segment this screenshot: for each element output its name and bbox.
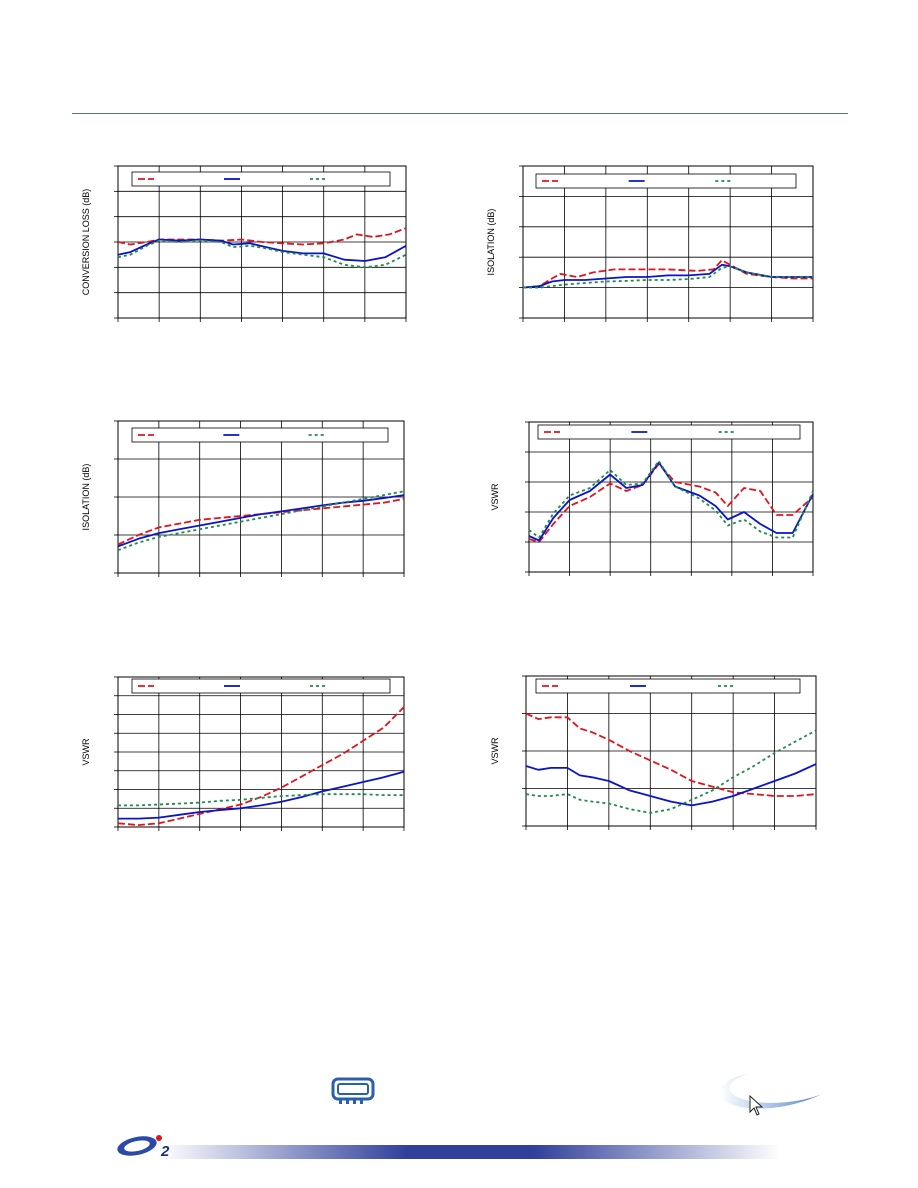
chip-logo-icon xyxy=(331,1077,375,1104)
c1-ylabel: CONVERSION LOSS (dB) xyxy=(81,189,91,296)
c3-series-blue xyxy=(117,494,405,548)
c1-chart: CONVERSION LOSS (dB) xyxy=(81,165,407,322)
c5-series-blue xyxy=(118,770,405,820)
svg-text:2: 2 xyxy=(160,1143,170,1158)
c1-legend xyxy=(131,171,391,187)
c6-ylabel: VSWR xyxy=(490,737,500,765)
c5-legend xyxy=(131,678,391,694)
c4-chart: VSWR xyxy=(490,421,814,576)
c5-chart: VSWR xyxy=(81,676,405,831)
c2-legend xyxy=(535,173,797,189)
swoosh-cursor-icon xyxy=(719,1074,822,1116)
c4-series-blue xyxy=(528,461,814,542)
c4-series-red xyxy=(528,463,814,543)
c3-chart: ISOLATION (dB) xyxy=(81,420,405,577)
c3-series-red xyxy=(117,498,405,546)
header-rule xyxy=(72,113,848,114)
footer-gradient-band xyxy=(160,1145,780,1159)
company-logo-icon: 2 xyxy=(117,1135,170,1158)
c5-ylabel: VSWR xyxy=(81,738,91,766)
c1-series-green xyxy=(117,239,407,269)
c4-series-green xyxy=(528,460,814,539)
c1-series-blue xyxy=(117,238,407,262)
c6-legend xyxy=(535,678,801,694)
c3-legend xyxy=(131,427,389,443)
c4-plot-frame xyxy=(528,421,814,573)
c2-series-green xyxy=(523,265,813,289)
c4-ylabel: VSWR xyxy=(490,483,500,511)
c6-chart: VSWR xyxy=(490,675,817,830)
c3-series-green xyxy=(117,490,405,552)
c6-series-green xyxy=(525,729,817,814)
c2-chart: ISOLATION (dB) xyxy=(486,165,814,322)
c6-series-blue xyxy=(525,763,817,807)
c4-legend xyxy=(537,424,801,440)
c5-series-red xyxy=(117,706,405,826)
c1-series-red xyxy=(117,227,407,246)
c6-series-red xyxy=(525,712,817,797)
c3-ylabel: ISOLATION (dB) xyxy=(81,464,91,531)
c2-plot-frame xyxy=(522,165,814,319)
c2-ylabel: ISOLATION (dB) xyxy=(486,209,496,276)
c2-series-red xyxy=(522,259,813,289)
